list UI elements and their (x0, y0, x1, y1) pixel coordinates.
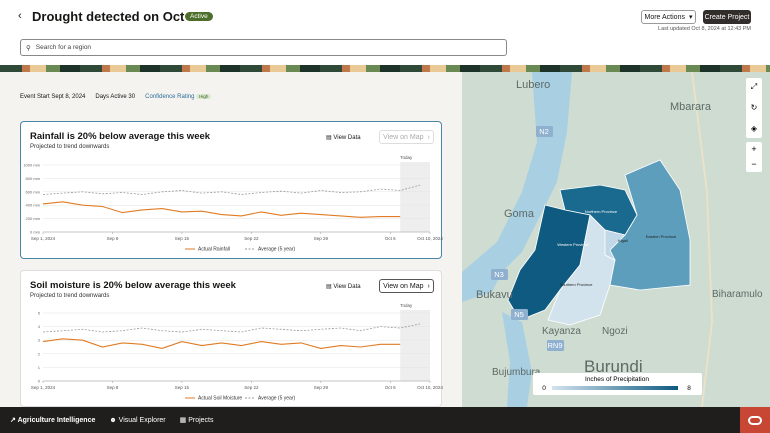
layers-icon[interactable]: ◈ (751, 124, 758, 133)
province-label: Southern Province (560, 282, 594, 287)
today-label: Today (400, 155, 413, 160)
y-tick-label: 200 mm (26, 216, 41, 221)
legend-gradient (552, 386, 678, 390)
x-tick-label: Sep 22 (244, 385, 259, 390)
caret: ▾ (689, 13, 693, 21)
y-tick-label: 2 (38, 351, 41, 356)
place-label: Kayanza (542, 326, 581, 337)
create-project-button[interactable]: Create Project (703, 10, 751, 24)
road-label: N3 (494, 270, 504, 279)
y-tick-label: 0 mm (30, 230, 41, 235)
x-tick-label: Sep 15 (175, 385, 190, 390)
x-tick-label: Sep 15 (175, 236, 190, 241)
x-tick-label: Oct 10, 2024 (417, 385, 443, 390)
road-label: N5 (514, 310, 524, 319)
place-label: Lubero (516, 79, 550, 91)
nav-item[interactable]: ↗ Agriculture Intelligence (10, 416, 95, 424)
x-tick-label: Oct 6 (385, 385, 396, 390)
series-line (43, 202, 400, 218)
legend-label: Average (5 year) (258, 396, 295, 402)
x-tick-label: Sep 1, 2024 (31, 236, 56, 241)
nav-label: Projects (188, 417, 213, 424)
legend-label: Average (5 year) (258, 247, 295, 253)
bottom-nav: ↗ Agriculture Intelligence ☻ Visual Expl… (0, 407, 770, 433)
x-tick-label: Sep 29 (314, 236, 329, 241)
projection-region (400, 162, 430, 232)
projection-region (400, 310, 430, 381)
place-label: Mbarara (670, 101, 712, 113)
place-label: Biharamulo (712, 289, 763, 300)
more-actions-button[interactable]: More Actions ▾ (641, 10, 696, 24)
y-tick-label: 1 (38, 365, 41, 370)
y-tick-label: 4 (38, 324, 41, 329)
x-tick-label: Sep 29 (314, 385, 329, 390)
button-label: Create Project (705, 14, 750, 21)
button-label: More Actions (645, 14, 685, 21)
logo-mark (748, 416, 762, 425)
y-tick-label: 1000 mm (23, 163, 40, 168)
y-tick-label: 600 mm (26, 189, 41, 194)
last-updated: Last updated Oct 8, 2024 at 12:43 PM (658, 26, 751, 32)
series-line (43, 185, 420, 194)
map-controls: ⤢ ↻ ◈ + − (746, 78, 762, 172)
reset-icon[interactable]: ↻ (751, 103, 758, 112)
legend-label: Actual Soil Moisture (198, 396, 242, 402)
province-label: Northern Province (585, 209, 618, 214)
province-label: Western Province (557, 242, 589, 247)
province-label: Eastern Province (646, 234, 677, 239)
road-label: N2 (539, 127, 549, 136)
place-label: Ngozi (602, 326, 628, 337)
province-label: Kigali (618, 238, 628, 243)
x-tick-label: Oct 6 (385, 236, 396, 241)
map[interactable]: LuberoMbararaGomaBukavuKayanzaNgoziBurun… (462, 72, 770, 407)
legend-min: 0 (542, 385, 546, 392)
x-tick-label: Sep 22 (244, 236, 259, 241)
place-label: Goma (504, 208, 535, 220)
y-tick-label: 0 (38, 379, 41, 384)
y-tick-label: 3 (38, 338, 41, 343)
y-tick-label: 400 mm (26, 203, 41, 208)
zoom-in[interactable]: + (751, 144, 756, 154)
x-tick-label: Sep 8 (107, 236, 119, 241)
legend-label: Actual Rainfall (198, 247, 230, 253)
expand-icon[interactable]: ⤢ (750, 82, 757, 91)
today-label: Today (400, 303, 413, 308)
x-tick-label: Sep 8 (107, 385, 119, 390)
legend-title: Inches of Precipitation (585, 376, 649, 383)
x-tick-label: Oct 10, 2024 (417, 236, 443, 241)
zoom-out[interactable]: − (751, 159, 756, 169)
y-tick-label: 5 (38, 311, 41, 316)
x-tick-label: Sep 1, 2024 (31, 385, 56, 390)
charts-layer: Today 0 mm 200 mm 400 mm 600 mm 800 mm 1000 mm… (0, 0, 462, 407)
legend-max: 8 (687, 385, 691, 392)
brand-logo[interactable] (740, 407, 770, 433)
nav-label: Visual Explorer (119, 417, 166, 424)
y-tick-label: 800 mm (26, 176, 41, 181)
road-label: RN9 (547, 341, 562, 350)
nav-item[interactable]: ☻ Visual Explorer (109, 417, 165, 424)
nav-label: Agriculture Intelligence (18, 417, 96, 424)
series-line (43, 324, 420, 332)
place-label: Bukavu (476, 289, 513, 301)
nav-item[interactable]: ▦ Projects (180, 416, 214, 424)
